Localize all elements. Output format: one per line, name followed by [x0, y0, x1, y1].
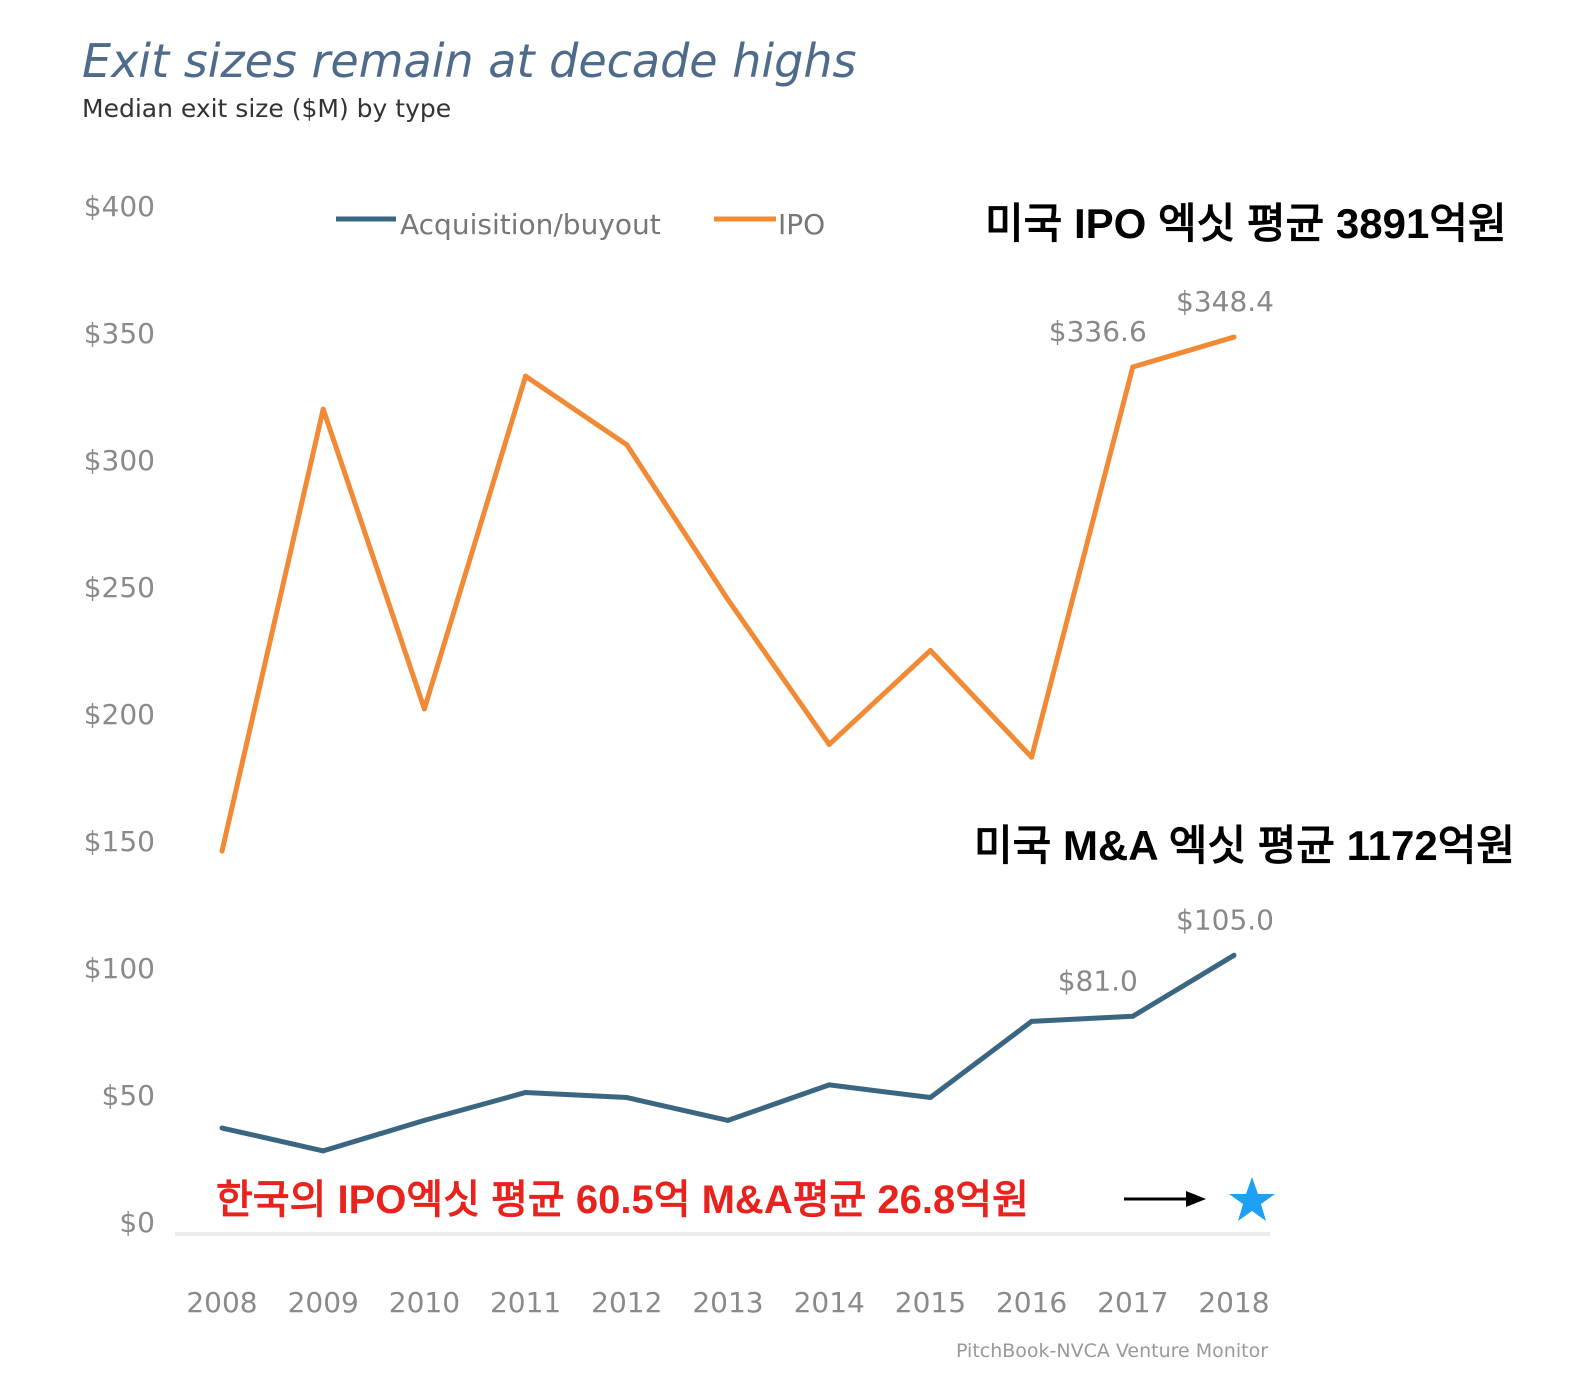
- data-point: [523, 373, 529, 379]
- y-tick-label: $300: [84, 444, 155, 477]
- data-point: [1231, 952, 1237, 958]
- y-tick-label: $400: [84, 190, 155, 223]
- x-tick-label: 2010: [389, 1286, 460, 1319]
- y-tick-label: $350: [84, 317, 155, 350]
- x-tick-label: 2014: [794, 1286, 865, 1319]
- data-label: $105.0: [1176, 903, 1274, 936]
- data-point: [826, 1082, 832, 1088]
- arrow-icon: [1124, 1191, 1206, 1207]
- data-point: [725, 1117, 731, 1123]
- chart-subtitle: Median exit size ($M) by type: [82, 94, 451, 123]
- annotation-korea: 한국의 IPO엑싯 평균 60.5억 M&A평균 26.8억원: [216, 1178, 1029, 1222]
- x-tick-label: 2018: [1198, 1286, 1269, 1319]
- y-tick-label: $250: [84, 571, 155, 604]
- y-tick-label: $150: [84, 825, 155, 858]
- data-point: [421, 706, 427, 712]
- data-point: [320, 406, 326, 412]
- y-tick-label: $100: [84, 952, 155, 985]
- legend: Acquisition/buyout IPO: [336, 208, 825, 241]
- chart-source: PitchBook-NVCA Venture Monitor: [956, 1340, 1268, 1362]
- data-point: [320, 1148, 326, 1154]
- data-point: [219, 1125, 225, 1131]
- data-point: [1130, 364, 1136, 370]
- data-point: [624, 442, 630, 448]
- series-line-ipo: [219, 334, 1235, 852]
- legend-label-ipo: IPO: [778, 208, 825, 241]
- data-label: $81.0: [1058, 964, 1138, 997]
- legend-label-acquisition: Acquisition/buyout: [400, 208, 661, 241]
- y-tick-label: $0: [119, 1206, 155, 1239]
- data-point: [1029, 1018, 1035, 1024]
- annotation-us-ipo: 미국 IPO 엑싯 평균 3891억원: [985, 200, 1507, 247]
- annotation-us-ma: 미국 M&A 엑싯 평균 1172억원: [974, 822, 1515, 869]
- data-point: [826, 741, 832, 747]
- star-icon: [1229, 1177, 1275, 1221]
- x-tick-label: 2013: [692, 1286, 763, 1319]
- data-point: [523, 1089, 529, 1095]
- data-point: [927, 648, 933, 653]
- x-tick-label: 2009: [288, 1286, 359, 1319]
- data-point: [1130, 1013, 1136, 1019]
- data-label: $348.4: [1176, 285, 1274, 318]
- y-tick-label: $50: [102, 1079, 155, 1112]
- data-point: [421, 1117, 427, 1123]
- data-point: [1029, 754, 1035, 760]
- data-point: [927, 1095, 933, 1101]
- x-tick-label: 2008: [186, 1286, 257, 1319]
- data-point: [1231, 334, 1237, 340]
- data-point: [219, 848, 225, 854]
- data-label: $336.6: [1049, 315, 1147, 348]
- x-tick-label: 2015: [895, 1286, 966, 1319]
- data-point: [624, 1095, 630, 1101]
- x-tick-label: 2016: [996, 1286, 1067, 1319]
- x-tick-label: 2011: [490, 1286, 561, 1319]
- chart-title: Exit sizes remain at decade highs: [82, 34, 856, 88]
- x-tick-label: 2012: [591, 1286, 662, 1319]
- y-tick-label: $200: [84, 698, 155, 731]
- data-point: [725, 597, 731, 603]
- x-tick-label: 2017: [1097, 1286, 1168, 1319]
